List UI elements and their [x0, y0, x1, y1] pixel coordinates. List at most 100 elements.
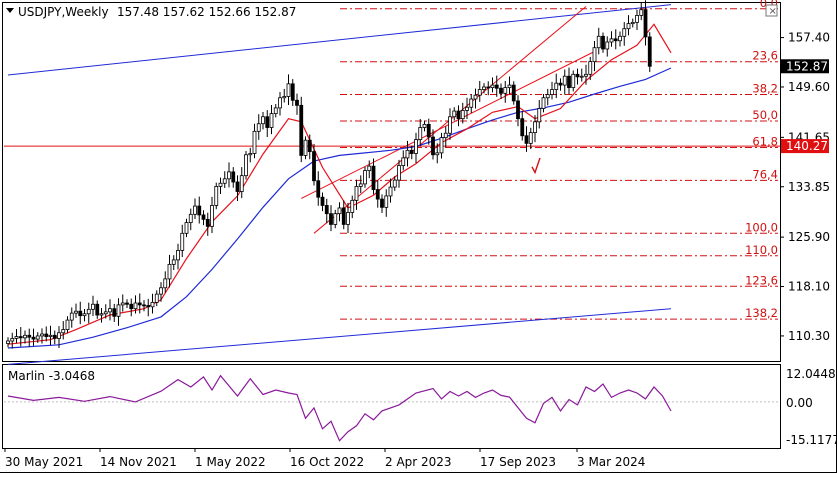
candle-bull: [596, 35, 601, 49]
candle-bull: [537, 108, 542, 123]
candle-bear: [456, 110, 461, 120]
candle-bear: [125, 302, 129, 305]
candle-bull: [40, 333, 44, 337]
candle-bull: [397, 165, 401, 181]
candle-bull: [69, 312, 74, 321]
candle-bull: [239, 175, 244, 192]
candle-bull: [490, 84, 495, 89]
candle-bull: [163, 278, 168, 289]
candle-bull: [150, 301, 155, 308]
close-icon: ×: [769, 6, 777, 17]
trend-channel-lower: [7, 308, 672, 365]
x-axis-tick-label: 14 Nov 2021: [100, 455, 177, 469]
y-axis-tick-label: 133.85: [788, 180, 830, 194]
candle-bull: [210, 205, 214, 227]
candle-bull: [86, 308, 91, 315]
x-axis-tick-label: 16 Oct 2022: [290, 455, 364, 469]
candle-bear: [494, 84, 499, 89]
candle-bear: [197, 205, 202, 216]
current-price-label: 152.87: [786, 59, 828, 73]
candle-bull: [171, 259, 176, 265]
candle-bull: [346, 212, 350, 225]
candle-bear: [312, 151, 316, 182]
candle-bull: [120, 302, 125, 306]
rising-channel-line: [301, 51, 595, 199]
candle-bull: [622, 28, 627, 37]
chart-menu-triangle-icon[interactable]: [6, 8, 14, 13]
indicator-axis-zero: 0.00: [786, 396, 813, 410]
candle-bear: [235, 181, 240, 192]
current-price-tag: [781, 59, 829, 74]
candle-bull: [256, 123, 261, 132]
candle-bear: [231, 171, 236, 183]
candle-bull: [286, 83, 291, 97]
candle-bull: [133, 302, 138, 310]
candle-bull: [188, 213, 193, 223]
candle-bear: [375, 189, 380, 200]
candle-bull: [337, 207, 342, 215]
indicator-axis-bottom: -15.1177: [786, 433, 837, 447]
candle-bull: [184, 222, 189, 234]
candle-bear: [52, 334, 57, 339]
candle-bear: [426, 123, 431, 138]
ohlc-values: 157.48 157.62 152.66 152.87: [117, 5, 296, 19]
candle-bull: [14, 336, 19, 339]
candle-bull: [448, 116, 452, 134]
fib-level-label: 100,0: [745, 220, 778, 234]
candle-bear: [329, 213, 333, 225]
candle-bull: [261, 116, 265, 125]
candle-bull: [214, 186, 219, 206]
candle-bear: [299, 104, 304, 156]
candle-bear: [647, 36, 652, 67]
fib-level-label: 38,2: [752, 82, 778, 96]
candle-bull: [303, 139, 308, 156]
candle-bull: [244, 154, 248, 177]
candle-bear: [511, 84, 516, 102]
candle-bull: [154, 293, 159, 303]
y-axis-tick-label: 149.60: [788, 80, 830, 94]
candle-bear: [575, 73, 580, 78]
candle-bull: [503, 87, 508, 94]
candle-bull: [108, 308, 112, 313]
candle-bull: [65, 319, 70, 330]
indicator-pane-frame: [2, 364, 781, 449]
candle-bull: [618, 35, 622, 42]
candle-bull: [635, 15, 639, 23]
candle-bull: [103, 311, 108, 315]
candle-bull: [605, 41, 610, 50]
y-axis-tick-label: 157.40: [788, 31, 830, 45]
candle-bear: [265, 116, 270, 128]
slow-ma-line: [7, 67, 672, 349]
candle-bear: [516, 100, 520, 120]
candle-bull: [269, 113, 274, 128]
candle-bull: [252, 130, 257, 154]
candle-bull: [541, 97, 546, 109]
y-axis-tick-label: 118.10: [788, 280, 830, 294]
candle-bear: [129, 303, 134, 310]
candle-bear: [95, 303, 100, 316]
candle-bull: [584, 73, 588, 77]
marlin-line: [7, 374, 672, 442]
candle-bear: [27, 334, 32, 338]
close-pane-button[interactable]: [765, 4, 778, 17]
candle-bull: [414, 139, 418, 154]
candle-bear: [112, 308, 117, 317]
candle-bull: [159, 287, 163, 295]
indicator-axis-top: 12.0448: [786, 367, 836, 381]
candle-bull: [439, 137, 444, 154]
candle-bull: [639, 9, 644, 16]
x-axis-tick-label: 2 Apr 2023: [385, 455, 452, 469]
candle-bull: [609, 38, 614, 43]
candle-bull: [10, 338, 15, 342]
fib-level-label: 76,4: [752, 167, 778, 181]
x-axis-tick-label: 3 Mar 2024: [577, 455, 645, 469]
candle-bear: [524, 135, 529, 144]
candle-bull: [435, 152, 440, 156]
candle-bull: [562, 75, 567, 86]
candle-bull: [167, 263, 172, 280]
candle-bear: [486, 86, 491, 89]
candle-bull: [405, 149, 410, 159]
candle-bull: [452, 110, 457, 118]
